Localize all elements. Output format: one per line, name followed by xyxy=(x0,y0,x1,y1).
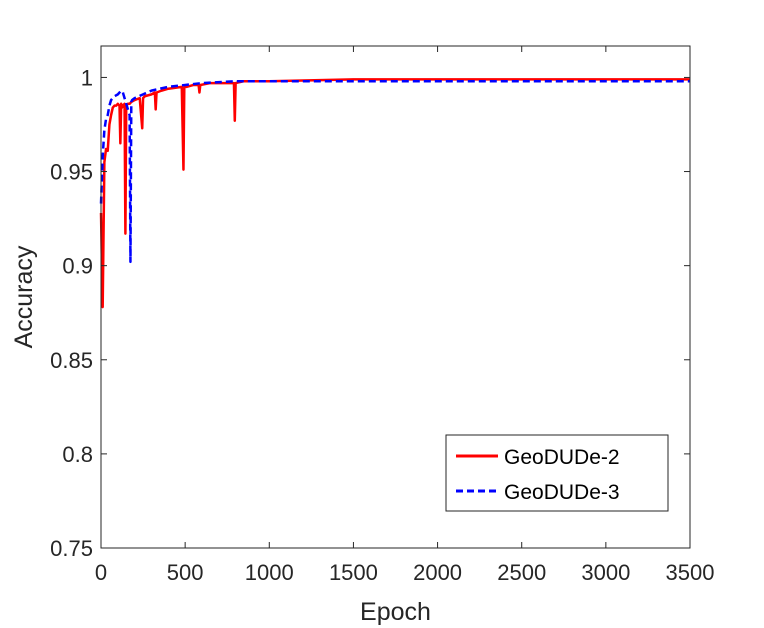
plot-frame xyxy=(100,45,691,549)
y-axis-title: Accuracy xyxy=(10,245,38,348)
x-tick-label: 500 xyxy=(167,560,204,585)
y-tick-label: 1 xyxy=(81,65,93,90)
legend-label-geodude-3: GeoDUDe-3 xyxy=(504,481,620,504)
series-line-geodude-2 xyxy=(99,78,690,309)
x-tick-label: 1000 xyxy=(245,560,294,585)
series-line-geodude-3 xyxy=(99,79,690,264)
x-tick-label: 2000 xyxy=(413,560,462,585)
x-tick-label: 1500 xyxy=(329,560,378,585)
y-tick-label: 0.85 xyxy=(50,348,93,373)
series-layer xyxy=(99,78,690,309)
y-tick-label: 0.8 xyxy=(62,442,93,467)
ticks-layer: 0 500 1000 1500 2000 2500 3000 3500 0.75 0.8 0.85 0… xyxy=(50,46,714,585)
x-axis-title: Epoch xyxy=(360,598,431,626)
y-tick-label: 0.75 xyxy=(50,536,93,561)
legend-label-geodude-2: GeoDUDe-2 xyxy=(504,446,620,469)
y-tick-label: 0.95 xyxy=(50,160,93,185)
x-tick-label: 3500 xyxy=(666,560,715,585)
x-tick-label: 3000 xyxy=(581,560,630,585)
y-tick-label: 0.9 xyxy=(62,254,93,279)
x-tick-label: 0 xyxy=(95,560,107,585)
x-tick-label: 2500 xyxy=(497,560,546,585)
legend-box xyxy=(445,434,669,512)
legend: GeoDUDe-2 GeoDUDe-3 xyxy=(445,434,669,512)
